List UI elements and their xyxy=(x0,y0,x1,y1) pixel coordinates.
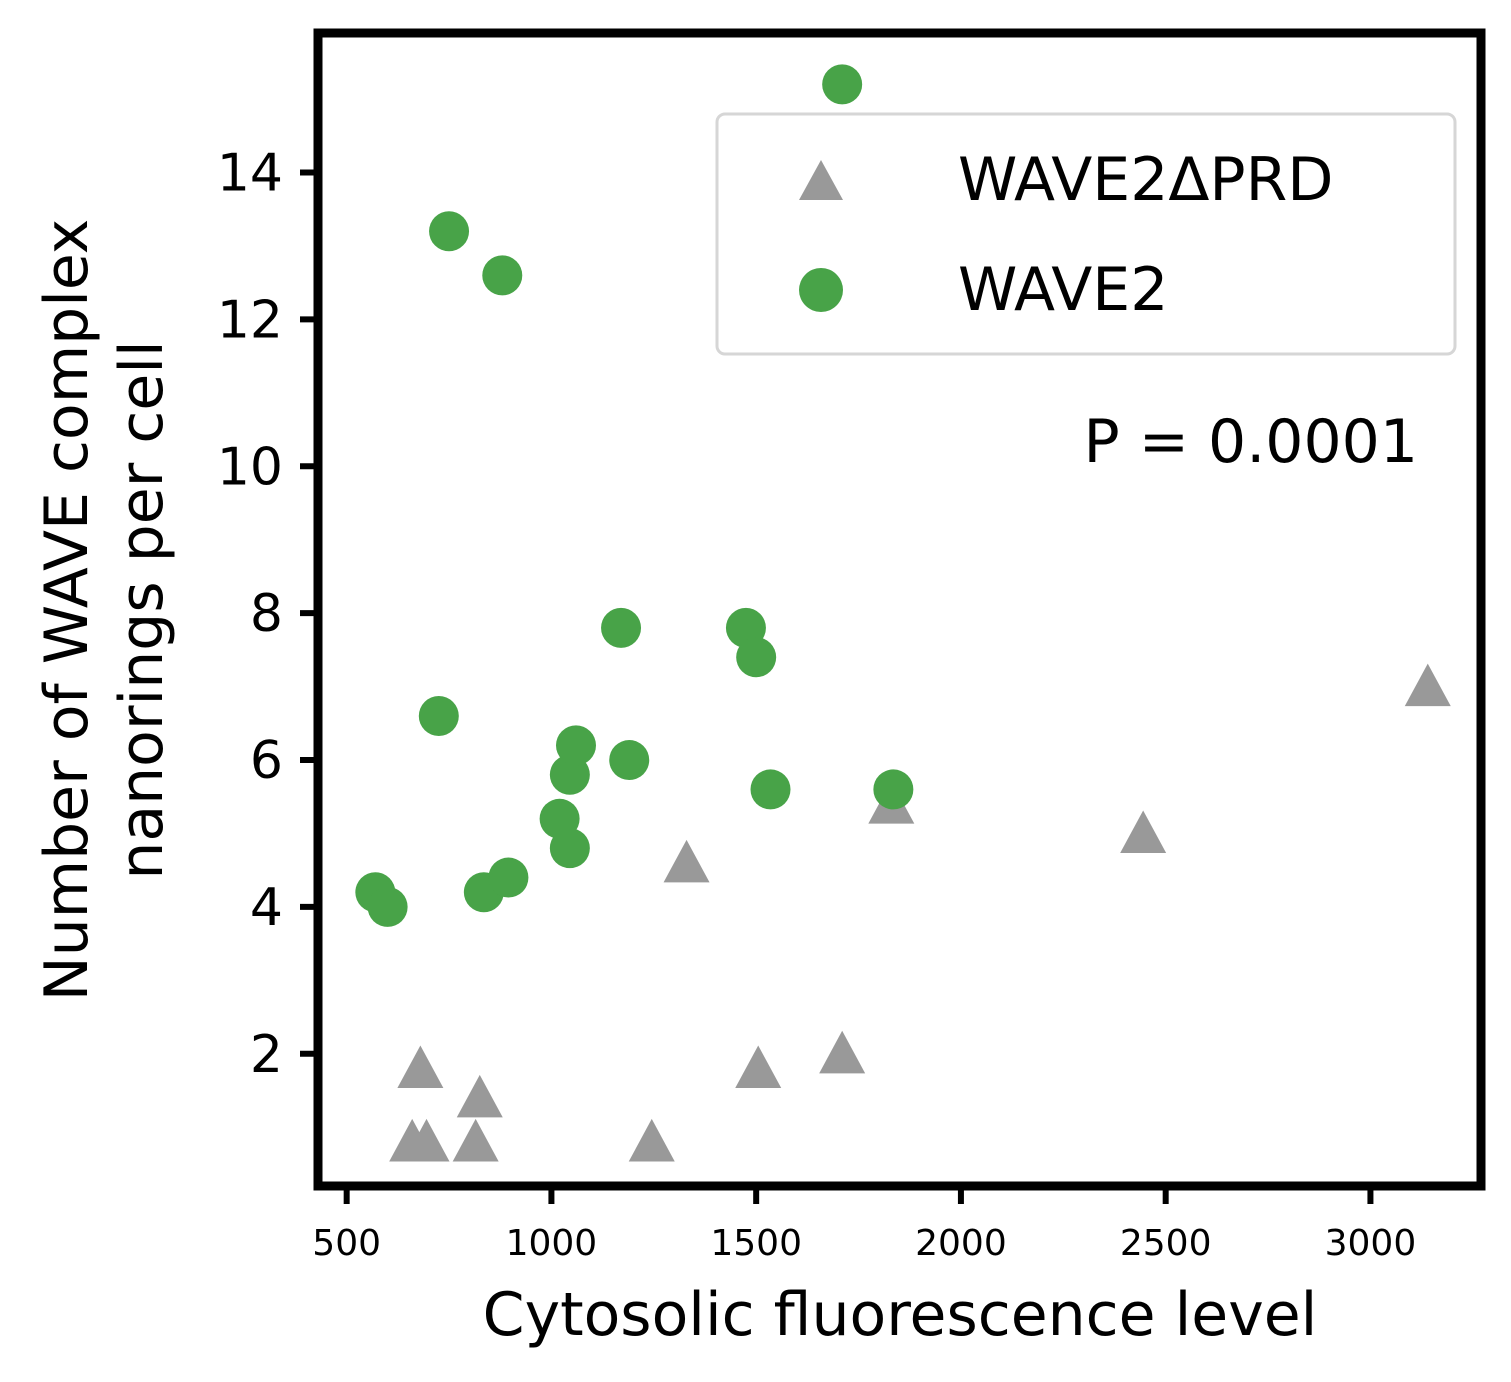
triangle-point xyxy=(1404,663,1451,707)
y-tick-label: 10 xyxy=(217,437,283,497)
x-tick-label: 1000 xyxy=(506,1223,598,1264)
circle-point xyxy=(367,886,408,927)
y-tick-label: 4 xyxy=(250,878,283,938)
circle-point xyxy=(555,725,596,766)
x-tick-label: 500 xyxy=(312,1223,381,1264)
triangle-point xyxy=(1120,810,1167,854)
triangle-point xyxy=(456,1074,503,1118)
circle-point xyxy=(750,769,791,810)
circle-point xyxy=(549,828,590,869)
y-tick-label: 14 xyxy=(217,144,283,204)
y-axis-label-line-2: nanorings per cell xyxy=(107,340,177,879)
p-value-annotation: P = 0.0001 xyxy=(1083,407,1418,477)
circle-point xyxy=(736,637,777,678)
triangle-point xyxy=(663,839,710,883)
y-axis-label-line-1: Number of WAVE complex xyxy=(32,219,102,1002)
x-tick-label: 2000 xyxy=(915,1223,1007,1264)
triangle-point xyxy=(452,1118,499,1162)
x-tick-label: 2500 xyxy=(1120,1223,1212,1264)
x-axis-label: Cytosolic fluorescence level xyxy=(483,1280,1318,1350)
legend: WAVE2ΔPRD WAVE2 xyxy=(715,112,1457,356)
circle-point xyxy=(429,211,470,252)
triangle-point xyxy=(735,1045,782,1089)
legend-circle-marker xyxy=(799,268,843,312)
plot-frame xyxy=(313,28,1486,1191)
y-tick-label: 2 xyxy=(250,1025,283,1085)
y-tick-label: 12 xyxy=(217,290,283,350)
circle-point xyxy=(418,695,459,736)
legend-box xyxy=(715,112,1457,356)
triangle-point xyxy=(819,1030,866,1074)
circle-point xyxy=(609,740,650,781)
circle-point xyxy=(873,769,914,810)
circle-point xyxy=(822,64,863,105)
circle-point xyxy=(482,255,523,296)
data-points xyxy=(355,64,1451,1162)
y-tick-label: 6 xyxy=(250,731,283,791)
y-tick-label: 8 xyxy=(250,584,283,644)
x-tick-label: 3000 xyxy=(1325,1223,1417,1264)
axis-ticks: 500 1000 1500 2000 2500 3000 2 4 6 8 10 12 14 xyxy=(217,144,1416,1264)
triangle-point xyxy=(403,1118,450,1162)
legend-label-wave2: WAVE2 xyxy=(958,255,1168,325)
x-tick-label: 1500 xyxy=(710,1223,802,1264)
legend-label-wave2-delta-prd: WAVE2ΔPRD xyxy=(958,145,1334,215)
triangle-point xyxy=(628,1118,675,1162)
triangle-point xyxy=(397,1045,444,1089)
circle-point xyxy=(488,857,529,898)
circle-point xyxy=(601,607,642,648)
legend-triangle-marker xyxy=(799,160,843,200)
